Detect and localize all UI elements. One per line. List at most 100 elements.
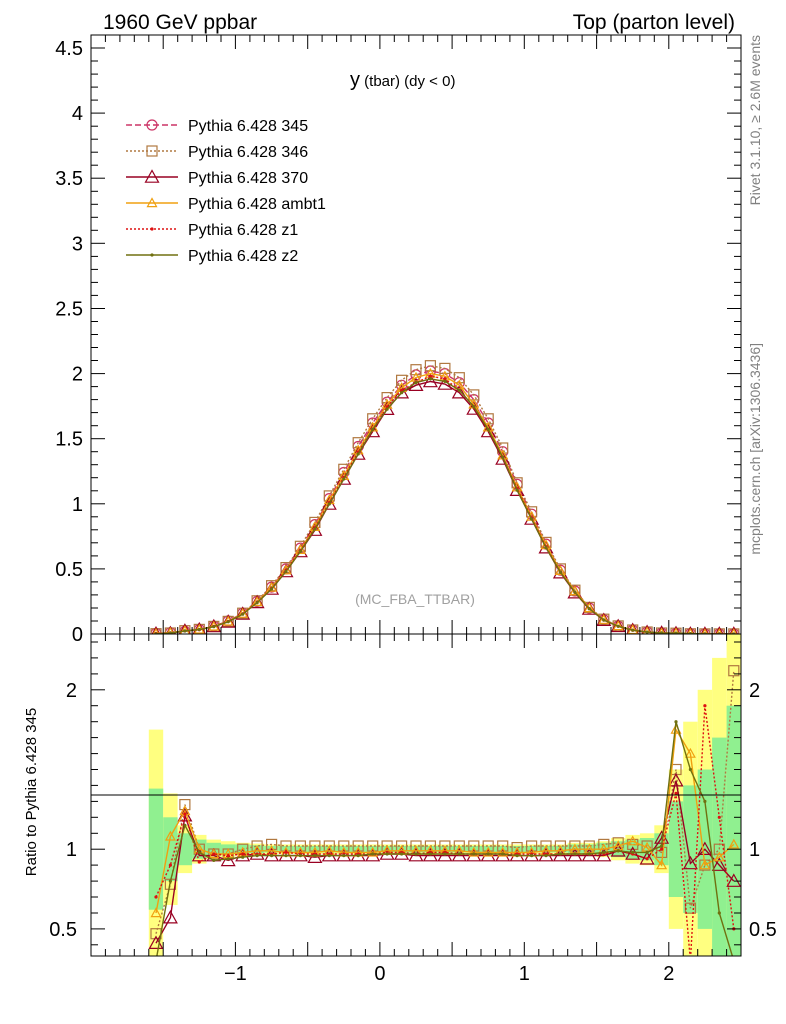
data-point xyxy=(146,197,158,208)
data-point xyxy=(581,847,597,862)
data-point xyxy=(226,857,230,861)
side-text-top: Rivet 3.1.10, ≥ 2.6M events xyxy=(747,35,763,205)
data-point xyxy=(422,373,438,388)
data-point xyxy=(472,852,476,856)
plot-title: y (tbar) (dy < 0) xyxy=(350,69,455,91)
data-point xyxy=(674,631,678,634)
data-point xyxy=(699,859,711,870)
ratio-line xyxy=(155,727,735,914)
data-point xyxy=(298,854,302,858)
data-point xyxy=(525,840,538,852)
legend-entry: Pythia 6.428 ambt1 xyxy=(126,196,326,213)
legend-entry: Pythia 6.428 z2 xyxy=(126,248,298,265)
data-point xyxy=(660,631,664,634)
data-point xyxy=(713,851,725,862)
watermark: (MC_FBA_TTBAR) xyxy=(355,591,475,607)
data-point xyxy=(558,570,563,574)
data-point xyxy=(713,843,725,855)
data-point xyxy=(352,840,364,852)
legend-label: Pythia 6.428 z2 xyxy=(188,248,298,265)
header-left-title: 1960 GeV ppbar xyxy=(103,11,257,34)
data-point xyxy=(284,569,288,574)
data-point xyxy=(660,844,664,848)
data-point xyxy=(371,852,375,856)
data-point xyxy=(424,360,436,372)
data-point xyxy=(150,253,154,257)
data-point xyxy=(544,854,548,858)
y-tick-label-main: 3.5 xyxy=(55,168,83,190)
band-inner xyxy=(379,846,395,853)
data-point xyxy=(497,840,509,852)
data-point xyxy=(249,594,265,609)
data-point xyxy=(627,838,639,851)
data-point xyxy=(569,585,581,596)
data-point xyxy=(162,909,178,924)
data-point xyxy=(150,907,162,918)
data-point xyxy=(728,665,740,677)
data-point xyxy=(573,590,577,594)
legend-entry: Pythia 6.428 345 xyxy=(126,118,308,135)
data-point xyxy=(501,455,505,459)
data-point xyxy=(414,852,418,856)
data-point xyxy=(728,838,740,849)
data-point xyxy=(220,614,236,628)
band-inner xyxy=(249,845,265,854)
data-point xyxy=(428,374,432,378)
data-point xyxy=(583,602,595,613)
data-point xyxy=(356,854,360,858)
data-point xyxy=(183,812,187,816)
data-point xyxy=(443,852,447,856)
legend-label: Pythia 6.428 345 xyxy=(188,118,308,135)
data-point xyxy=(631,628,635,632)
data-point xyxy=(197,850,201,855)
data-point xyxy=(443,377,447,381)
data-point xyxy=(515,854,519,858)
data-point xyxy=(660,847,664,851)
data-point xyxy=(457,388,461,392)
x-tick-label: −1 xyxy=(224,963,247,985)
data-point xyxy=(482,846,494,857)
side-text-bottom: mcplots.cern.ch [arXiv:1306.3436] xyxy=(747,343,763,555)
data-point xyxy=(726,873,741,887)
legend: Pythia 6.428 345 Pythia 6.428 346 Pythia 6… xyxy=(126,118,326,265)
data-point xyxy=(150,227,154,231)
data-point xyxy=(530,517,534,521)
data-point xyxy=(241,612,245,616)
data-point xyxy=(439,362,451,374)
y-tick-label-ratio-right: 2 xyxy=(749,680,760,702)
data-point xyxy=(168,879,172,883)
ratio-y-axis-label: Ratio to Pythia 6.428 345 xyxy=(23,708,40,876)
legend-label: Pythia 6.428 370 xyxy=(188,170,308,187)
y-tick-label-ratio-left: 1 xyxy=(66,839,77,861)
data-point xyxy=(313,854,317,858)
data-point xyxy=(313,527,317,531)
data-point xyxy=(482,840,494,852)
series-5 xyxy=(154,377,736,634)
data-point xyxy=(241,852,245,856)
y-tick-label-main: 1 xyxy=(72,494,83,516)
data-point xyxy=(717,911,721,915)
data-point xyxy=(212,852,216,856)
data-point xyxy=(711,857,727,871)
data-point xyxy=(367,840,379,852)
data-point xyxy=(146,145,158,157)
data-point xyxy=(697,841,713,856)
data-point xyxy=(486,852,490,856)
data-point xyxy=(501,852,505,856)
data-point xyxy=(385,407,389,411)
data-point xyxy=(241,855,245,859)
data-point xyxy=(627,835,639,846)
y-tick-label-main: 0 xyxy=(72,624,83,646)
y-tick-label-main: 1.5 xyxy=(55,429,83,451)
band-inner xyxy=(148,788,164,910)
y-tick-label-main: 3 xyxy=(72,233,83,255)
data-point xyxy=(168,631,172,634)
data-point xyxy=(625,846,641,860)
data-point xyxy=(338,840,350,852)
plot-title-rest: (tbar) (dy < 0) xyxy=(360,73,455,90)
data-point xyxy=(703,799,707,804)
axis-ticks xyxy=(90,34,742,956)
data-point xyxy=(612,837,624,849)
data-point xyxy=(645,850,649,855)
